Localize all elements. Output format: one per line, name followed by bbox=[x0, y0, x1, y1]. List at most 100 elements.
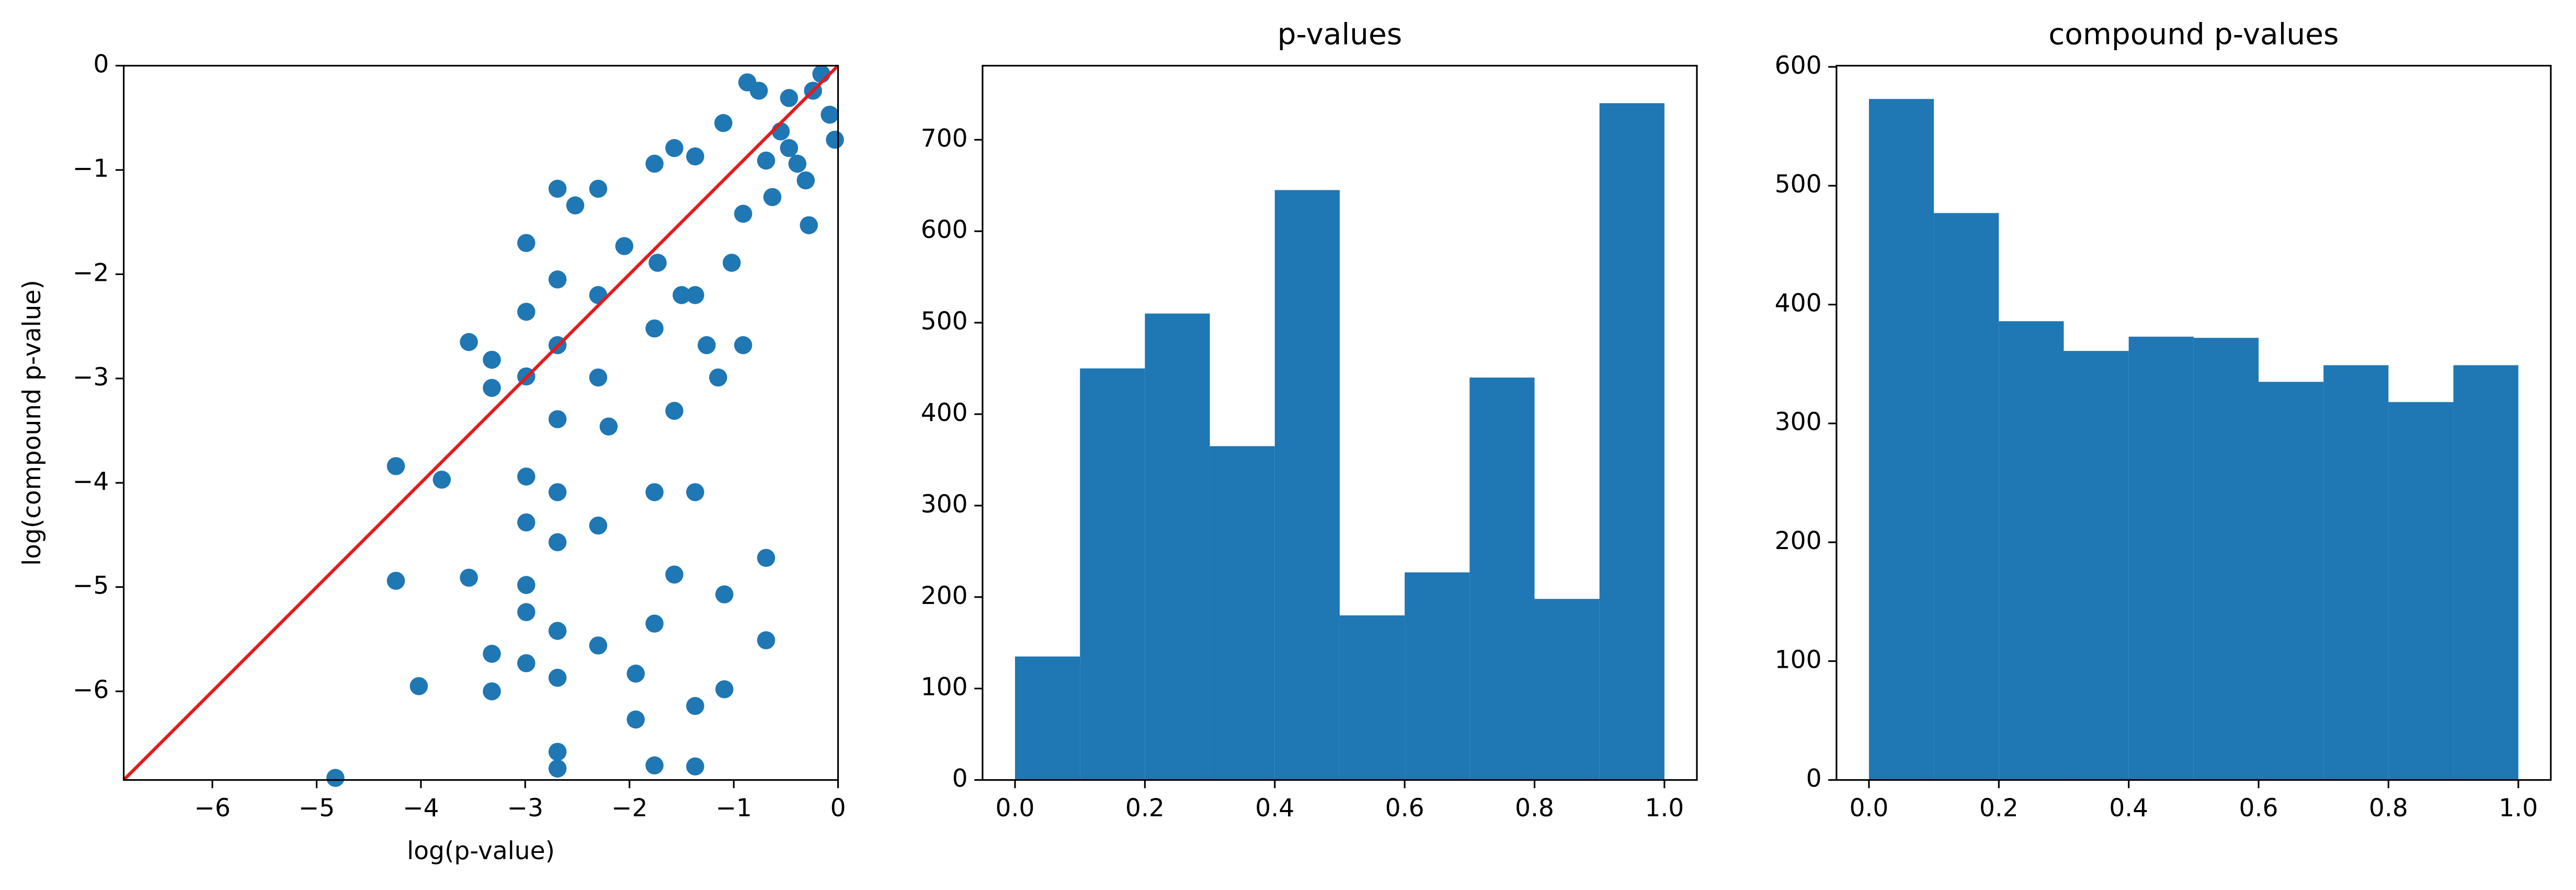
x-tick-label: 1.0 bbox=[1645, 794, 1684, 823]
x-tick-label: −2 bbox=[611, 794, 647, 823]
x-tick-label: 0.6 bbox=[2239, 794, 2278, 823]
point bbox=[566, 196, 585, 215]
point bbox=[645, 483, 664, 501]
bar bbox=[1405, 572, 1470, 780]
y-tick-label: 400 bbox=[921, 398, 968, 427]
bar bbox=[1080, 368, 1145, 780]
x-tick-label: −5 bbox=[299, 794, 335, 823]
y-tick-label: 300 bbox=[921, 490, 968, 519]
y-tick-label: 500 bbox=[921, 307, 968, 336]
bar bbox=[2453, 365, 2518, 780]
bar bbox=[1934, 213, 1999, 780]
chart-title: compound p-values bbox=[2048, 18, 2339, 52]
point bbox=[686, 286, 704, 304]
point bbox=[548, 483, 567, 501]
y-tick-label: −5 bbox=[73, 572, 109, 600]
bar bbox=[1274, 190, 1340, 780]
x-tick-label: −6 bbox=[194, 794, 230, 823]
x-tick-label: 0.2 bbox=[1125, 794, 1165, 823]
point bbox=[645, 614, 664, 633]
bar bbox=[2064, 351, 2129, 780]
point bbox=[673, 286, 691, 304]
point bbox=[626, 710, 645, 729]
x-tick-label: 0.6 bbox=[1385, 794, 1424, 823]
point bbox=[645, 756, 664, 774]
point bbox=[599, 417, 618, 436]
point bbox=[517, 234, 535, 252]
bar bbox=[1469, 378, 1535, 780]
bar bbox=[1210, 446, 1275, 780]
point bbox=[757, 549, 776, 567]
y-axis-label: log(compound p-value) bbox=[18, 280, 47, 566]
y-tick-label: 100 bbox=[1775, 645, 1822, 674]
point bbox=[548, 622, 567, 640]
x-tick-label: −4 bbox=[403, 794, 439, 823]
point bbox=[483, 350, 501, 369]
x-tick-label: 0.0 bbox=[996, 794, 1035, 823]
point bbox=[517, 513, 535, 532]
point bbox=[483, 645, 501, 663]
point bbox=[686, 483, 704, 501]
x-tick-label: 0 bbox=[830, 794, 846, 823]
point bbox=[665, 565, 683, 584]
point bbox=[326, 769, 345, 787]
point bbox=[460, 333, 478, 351]
point bbox=[589, 368, 608, 387]
y-tick-label: 0 bbox=[1806, 765, 1822, 793]
panel: 0.0 0.2 0.4 0.6 0.8 1.0 0 100 200 300 400 500 600 700… bbox=[921, 18, 1698, 823]
point bbox=[645, 154, 664, 173]
y-tick-label: 100 bbox=[921, 673, 968, 702]
point bbox=[548, 668, 567, 687]
y-tick-label: 200 bbox=[1775, 527, 1822, 555]
point bbox=[714, 114, 733, 132]
point bbox=[734, 204, 753, 223]
x-tick-label: −3 bbox=[507, 794, 543, 823]
bar bbox=[1599, 103, 1665, 780]
point bbox=[483, 682, 501, 701]
point bbox=[780, 139, 799, 157]
bar bbox=[2323, 365, 2389, 780]
point bbox=[589, 179, 608, 198]
point bbox=[665, 402, 683, 420]
y-tick-label: 600 bbox=[921, 215, 968, 244]
point bbox=[432, 471, 451, 489]
axes-frame bbox=[982, 65, 1698, 781]
point bbox=[483, 379, 501, 397]
point bbox=[626, 664, 645, 683]
y-tick-label: 500 bbox=[1775, 170, 1822, 199]
chart-title: p-values bbox=[1278, 18, 1403, 52]
point bbox=[686, 147, 704, 166]
y-tick-label: −6 bbox=[73, 676, 109, 704]
axes-frame bbox=[123, 65, 839, 781]
point bbox=[788, 154, 807, 173]
point bbox=[589, 636, 608, 655]
point bbox=[548, 743, 567, 761]
point bbox=[517, 576, 535, 594]
x-tick-label: 0.8 bbox=[1515, 794, 1554, 823]
point bbox=[722, 254, 741, 272]
x-tick-label: 0.0 bbox=[1849, 794, 1888, 823]
point bbox=[763, 188, 782, 207]
point bbox=[589, 516, 608, 535]
identity-line bbox=[122, 64, 839, 781]
point bbox=[715, 680, 734, 699]
point bbox=[517, 302, 535, 321]
bar bbox=[2193, 338, 2259, 780]
bar bbox=[1868, 99, 1934, 780]
x-axis-label: log(p-value) bbox=[407, 837, 555, 865]
y-tick-label: 0 bbox=[93, 50, 109, 79]
x-tick-label: 0.2 bbox=[1979, 794, 2019, 823]
point bbox=[734, 336, 753, 355]
point bbox=[548, 410, 567, 428]
y-tick-label: −2 bbox=[73, 258, 109, 287]
y-tick-label: −1 bbox=[73, 154, 109, 183]
point bbox=[715, 585, 734, 603]
bar bbox=[1999, 321, 2064, 780]
bar bbox=[2388, 402, 2454, 780]
point bbox=[820, 106, 839, 124]
y-tick-label: −4 bbox=[73, 467, 109, 496]
bar bbox=[2259, 382, 2324, 780]
panel: 0.0 0.2 0.4 0.6 0.8 1.0 0 100 200 300 400 500 600 com… bbox=[1775, 18, 2552, 823]
y-tick-label: −3 bbox=[73, 363, 109, 392]
